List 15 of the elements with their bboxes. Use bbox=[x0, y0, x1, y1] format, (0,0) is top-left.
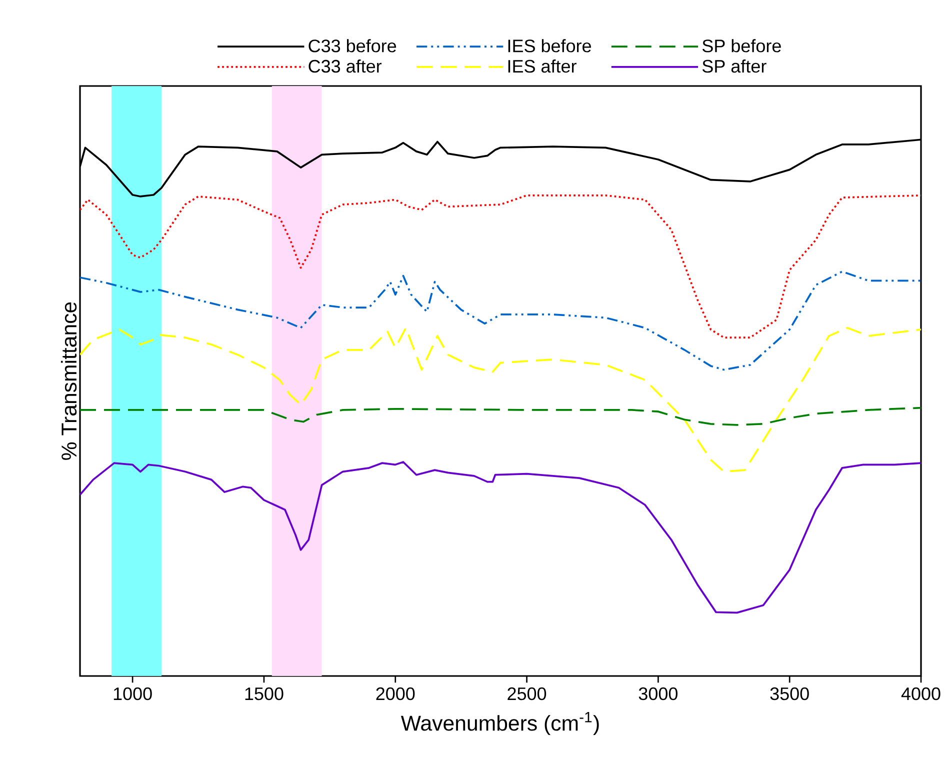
x-tick-label: 3000 bbox=[638, 687, 678, 700]
x-tick-label: 1500 bbox=[245, 687, 284, 700]
x-tick-label: 3500 bbox=[770, 687, 809, 700]
legend-label: C33 after bbox=[308, 59, 382, 73]
x-tick-label: 4000 bbox=[901, 687, 940, 700]
legend-label: IES before bbox=[508, 39, 591, 52]
legend-label: SP before bbox=[702, 39, 781, 52]
legend-label: IES after bbox=[508, 59, 576, 73]
x-tick-label: 2500 bbox=[508, 687, 546, 700]
y-axis-title: % Transmittance bbox=[60, 302, 77, 460]
x-axis-title: Wavenumbers (cm$^{-1}$) bbox=[400, 712, 599, 735]
x-tick-label: 2000 bbox=[376, 687, 415, 700]
x-tick-label: 1000 bbox=[114, 687, 152, 700]
legend-label: SP after bbox=[702, 59, 766, 73]
legend-label: C33 before bbox=[308, 39, 396, 52]
